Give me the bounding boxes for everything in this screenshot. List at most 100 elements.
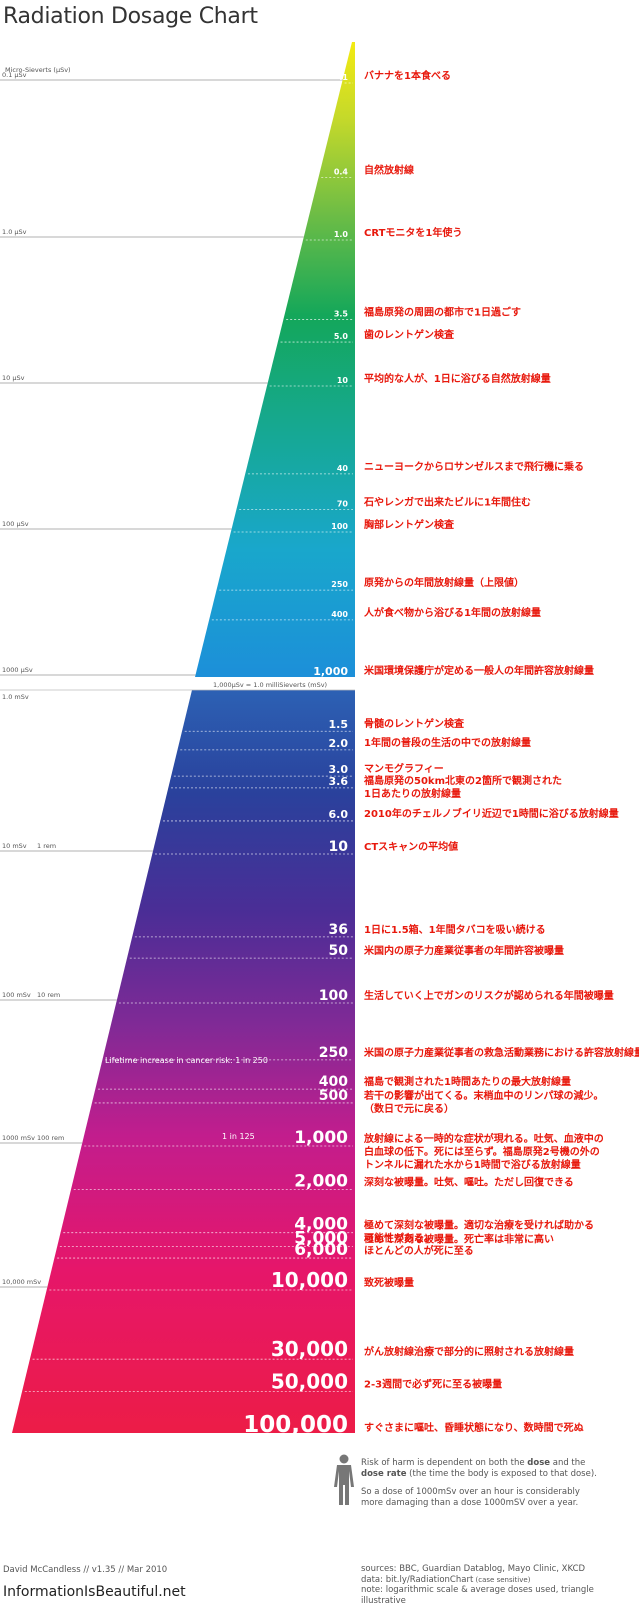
dose-value-label: 6,000: [294, 1240, 348, 1260]
dose-value-label: 1.5: [329, 718, 349, 731]
dose-annotation: 福島で観測された1時間あたりの最大放射線量: [363, 1075, 571, 1088]
chart-marks: .1 バナナを1本食べる 0.4 自然放射線 1.0 CRTモニタを1年使う 3.5 福島原発…: [14, 69, 639, 1438]
dose-value-label: 10: [337, 376, 349, 385]
credit: David McCandless // v1.35 // Mar 2010: [3, 1565, 168, 1575]
dose-value-label: 10,000: [271, 1268, 348, 1292]
risk-note-125: 1 in 125: [222, 1132, 255, 1141]
dose-value-label: 0.4: [334, 168, 349, 177]
dose-annotation: 2010年のチェルノブイリ近辺で1時間に浴びる放射線量: [364, 807, 619, 820]
dose-value-label: 10: [329, 839, 349, 855]
site-link[interactable]: InformationIsBeautiful.net: [3, 1584, 186, 1600]
dose-annotation: 若干の影響が出てくる。末梢血中のリンパ球の減少。: [363, 1089, 604, 1102]
data-link[interactable]: data: bit.ly/RadiationChart: [361, 1574, 474, 1585]
dose-value-label: 3.0: [329, 763, 349, 776]
scale-label: 10,000 mSv: [2, 1278, 41, 1286]
dose-annotation: ほとんどの人が死に至る: [364, 1244, 474, 1257]
dose-annotation: 1日に1.5箱、1年間タバコを吸い続ける: [364, 923, 546, 936]
dose-annotation: 米国内の原子力産業従事者の年間許容被曝量: [364, 944, 564, 957]
dose-value-label: 5.0: [334, 332, 349, 341]
scale-lines: 0.1 μSv 1.0 μSv 10 μSv 100 μSv 1000 μSv 1.0 m…: [0, 71, 355, 1288]
dose-value-label: 30,000: [271, 1337, 348, 1361]
dose-annotation: （数日で元に戻る）: [364, 1102, 454, 1115]
dose-rate-note: Risk of harm is dependent on both the do…: [361, 1458, 631, 1509]
dose-value-label: 50: [329, 943, 349, 959]
dose-annotation: 人が食べ物から浴びる1年間の放射線量: [364, 606, 541, 619]
risk-note-line2: (the time the body is exposed to that do…: [406, 1469, 597, 1479]
dose-value-label: 400: [331, 610, 348, 619]
dose-value-label: 100: [331, 522, 348, 531]
dose-value-label: 3.5: [334, 309, 349, 318]
dose-annotation: 福島原発の周囲の都市で1日過ごす: [363, 305, 521, 318]
risk-note-250: Lifetime increase in cancer risk: 1 in 2…: [105, 1056, 268, 1065]
dose-annotation: 歯のレントゲン検査: [364, 328, 455, 341]
lower-triangle-fill: [12, 690, 355, 1433]
dose-annotation: CTスキャンの平均値: [364, 840, 458, 853]
dose-value-label: 50,000: [271, 1369, 348, 1393]
dose-annotation: 極めて深刻な被曝量。死亡率は非常に高い: [364, 1233, 554, 1246]
dose-annotation: 2-3週間で必ず死に至る被曝量: [364, 1377, 502, 1390]
dose-annotation: 可能性がある。: [364, 1232, 434, 1245]
sources-block: sources: BBC, Guardian Datablog, Mayo Cl…: [361, 1564, 639, 1606]
risk-note-line3: So a dose of 1000mSv over an hour is con…: [361, 1487, 580, 1497]
scale-label: 100 mSv: [2, 991, 31, 999]
dose-value-label: 100: [319, 988, 348, 1004]
dose-value-label: 4,000: [294, 1215, 348, 1235]
dose-annotation: 深刻な被曝量。吐気、嘔吐。ただし回復できる: [364, 1175, 574, 1188]
chart-title: Radiation Dosage Chart: [3, 4, 258, 29]
scale-label-rem: 10 rem: [37, 991, 60, 999]
scale-label-rem: 1 rem: [37, 842, 56, 850]
scale-label: 1.0 mSv: [2, 693, 29, 701]
scale-label: 1000 μSv: [2, 666, 33, 674]
dose-value-label: 36: [329, 922, 348, 938]
scale-label: 1000 mSv: [2, 1134, 35, 1142]
dose-annotation: 1年間の普段の生活の中での放射線量: [364, 736, 531, 749]
upper-triangle-fill: [195, 42, 355, 677]
scale-label: 0.1 μSv: [2, 71, 27, 79]
dose-value-label: 400: [319, 1074, 348, 1090]
risk-note-dose: dose: [527, 1458, 551, 1468]
dose-annotation: 骨髄のレントゲン検査: [364, 717, 465, 730]
risk-note-line4: more damaging than a dose 1000mSV over a…: [361, 1498, 579, 1508]
dose-annotation: CRTモニタを1年使う: [364, 226, 462, 239]
dose-value-label: 1,000: [294, 1128, 348, 1148]
dose-value-label: .1: [339, 73, 348, 82]
dose-value-label: 2.0: [329, 737, 349, 750]
sources-text: sources: BBC, Guardian Datablog, Mayo Cl…: [361, 1564, 586, 1574]
dose-value-label: 1.0: [334, 230, 349, 239]
risk-note-line1: Risk of harm is dependent on both the: [361, 1458, 528, 1468]
dose-annotation: 胸部レントゲン検査: [364, 518, 455, 531]
dose-value-label: 6.0: [329, 808, 349, 821]
scale-note: note: logarithmic scale & average doses …: [361, 1585, 594, 1606]
dose-value-label: 70: [337, 499, 349, 508]
scale-label-rem: 100 rem: [37, 1134, 64, 1142]
dose-value-label: 5,000: [294, 1229, 348, 1249]
dose-annotation: がん放射線治療で部分的に照射される放射線量: [364, 1345, 574, 1358]
dose-value-label: 250: [331, 580, 348, 589]
dose-annotation: マンモグラフィー: [364, 762, 444, 775]
dose-annotation: 極めて深刻な被曝量。適切な治療を受ければ助かる: [364, 1219, 594, 1232]
dose-annotation: 放射線による一時的な症状が現れる。吐気、血液中の: [363, 1132, 604, 1145]
dose-annotation: 原発からの年間放射線量（上限値）: [364, 576, 524, 589]
dose-value-label: 2,000: [294, 1171, 348, 1191]
dose-annotation: すぐさまに嘔吐、昏睡状態になり、数時間で死ぬ: [364, 1421, 584, 1434]
unit-axis-label: Micro-Sieverts (μSv): [5, 66, 71, 74]
dose-annotation: 1日あたりの放射線量: [364, 787, 461, 800]
dose-annotation: トンネルに漏れた水から1時間で浴びる放射線量: [364, 1158, 581, 1171]
dose-annotation: 米国環境保護庁が定める一般人の年間許容放射線量: [364, 664, 594, 677]
dose-annotation: 致死被曝量: [364, 1276, 414, 1289]
scale-label: 1.0 μSv: [2, 228, 27, 236]
scale-label: 10 mSv: [2, 842, 27, 850]
dose-value-label: 100,000: [243, 1412, 348, 1438]
dose-annotation: 石やレンガで出来たビルに1年間住む: [363, 495, 531, 508]
dose-annotation: ニューヨークからロサンゼルスまで飛行機に乗る: [364, 460, 584, 473]
upper-triangle: [195, 42, 355, 677]
risk-note-line1-end: and the: [550, 1458, 586, 1468]
human-figure-icon: [334, 1454, 354, 1505]
scale-label: 10 μSv: [2, 374, 25, 382]
dose-annotation: 生活していく上でガンのリスクが認められる年間被曝量: [364, 989, 614, 1002]
dose-annotation: 米国の原子力産業従事者の救急活動業務における許容放射線量: [364, 1046, 639, 1059]
dose-annotation: 福島原発の50km北東の2箇所で観測された: [363, 774, 562, 787]
dose-value-label: 1,000: [313, 665, 348, 678]
unit-conversion-label: 1,000μSv = 1.0 milliSieverts (mSv): [213, 681, 327, 689]
